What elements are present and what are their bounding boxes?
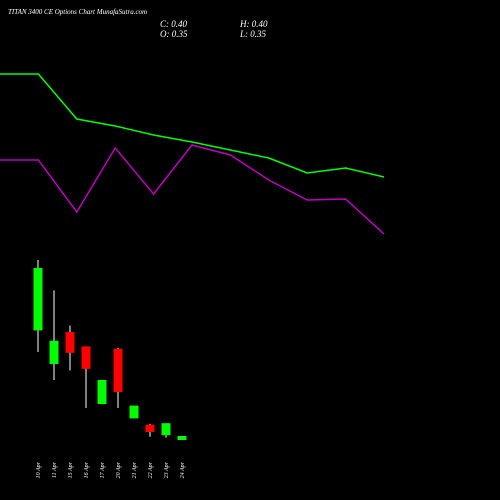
chart-title: TITAN 3400 CE Options Chart MunafaSutra.… — [8, 8, 147, 16]
info-high: H: 0.40 — [239, 19, 268, 29]
x-tick-label: 17 Apr — [100, 461, 106, 478]
info-low: L: 0.35 — [239, 29, 267, 39]
x-tick-label: 20 Apr — [116, 461, 122, 478]
candle-body — [49, 340, 59, 364]
x-tick-label: 10 Apr — [36, 461, 42, 478]
candle-body — [113, 348, 123, 392]
candle-body — [97, 380, 107, 404]
info-open: O: 0.35 — [160, 29, 188, 39]
candle-body — [33, 268, 43, 331]
indicator-line — [0, 144, 385, 235]
x-tick-label: 22 Apr — [148, 461, 154, 478]
x-tick-label: 24 Apr — [179, 461, 186, 478]
candle-body — [81, 346, 91, 369]
candle-body — [177, 436, 187, 440]
x-tick-label: 23 Apr — [164, 461, 170, 478]
x-tick-label: 16 Apr — [84, 461, 90, 478]
candle-body — [161, 423, 171, 436]
candle-body — [145, 424, 155, 432]
x-tick-label: 21 Apr — [132, 461, 138, 478]
candle-body — [129, 405, 139, 419]
indicator-line — [0, 73, 385, 178]
info-close: C: 0.40 — [160, 19, 188, 29]
x-tick-label: 11 Apr — [52, 461, 58, 478]
candle-body — [65, 332, 75, 353]
x-tick-label: 15 Apr — [68, 461, 74, 478]
